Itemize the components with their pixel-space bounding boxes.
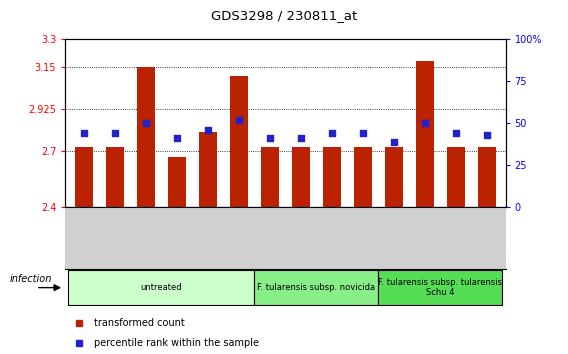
Text: F. tularensis subsp. tularensis
Schu 4: F. tularensis subsp. tularensis Schu 4 <box>378 278 503 297</box>
FancyBboxPatch shape <box>68 270 254 306</box>
Point <box>390 139 399 144</box>
FancyBboxPatch shape <box>254 270 378 306</box>
Bar <box>74 147 93 207</box>
Point <box>265 135 274 141</box>
Bar <box>478 147 496 207</box>
Bar <box>168 157 186 207</box>
Bar <box>354 147 372 207</box>
FancyBboxPatch shape <box>378 270 503 306</box>
Point <box>235 117 244 122</box>
Text: F. tularensis subsp. novicida: F. tularensis subsp. novicida <box>257 283 375 292</box>
Bar <box>323 147 341 207</box>
Bar <box>416 61 434 207</box>
Point <box>420 120 429 126</box>
Point <box>141 120 151 126</box>
Point <box>203 127 212 133</box>
Text: infection: infection <box>10 274 52 285</box>
Point <box>110 130 119 136</box>
Bar <box>229 76 248 207</box>
Point <box>172 135 181 141</box>
Text: transformed count: transformed count <box>94 318 185 329</box>
Point <box>80 130 89 136</box>
Point <box>452 130 461 136</box>
Bar <box>291 147 310 207</box>
Bar <box>385 147 403 207</box>
Point <box>327 130 336 136</box>
Text: percentile rank within the sample: percentile rank within the sample <box>94 338 259 348</box>
Text: GDS3298 / 230811_at: GDS3298 / 230811_at <box>211 9 357 22</box>
Bar <box>261 147 279 207</box>
Text: untreated: untreated <box>141 283 182 292</box>
Point <box>296 135 306 141</box>
Bar <box>106 147 124 207</box>
Bar <box>446 147 465 207</box>
Point <box>358 130 367 136</box>
Point <box>482 132 491 138</box>
Bar <box>199 132 217 207</box>
Bar <box>137 67 155 207</box>
